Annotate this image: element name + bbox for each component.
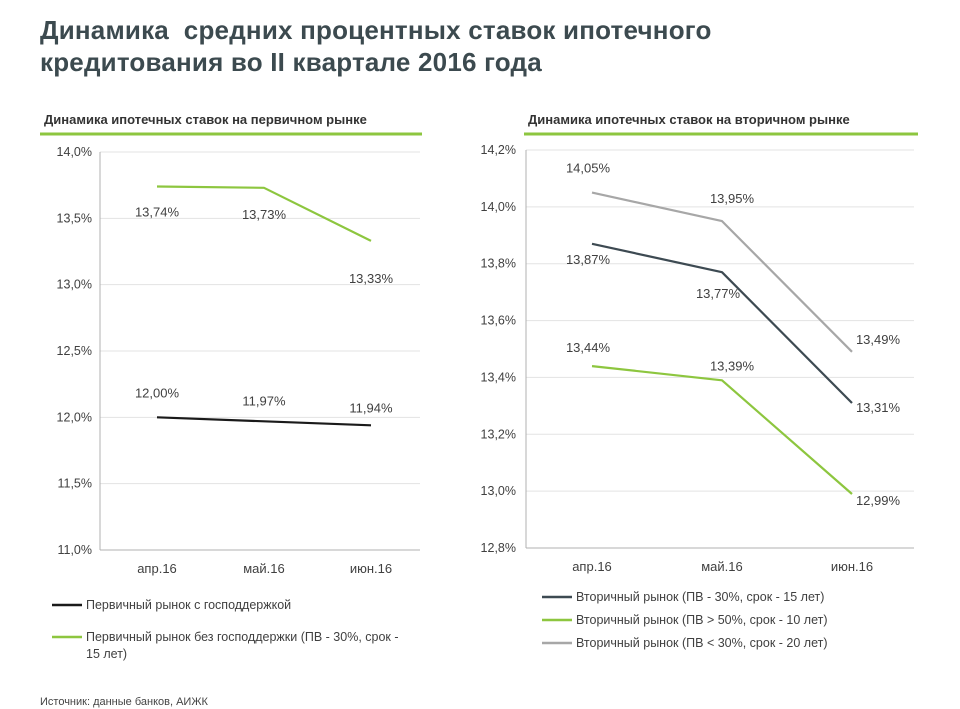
legend-label: Вторичный рынок (ПВ < 30%, срок - 20 лет… xyxy=(576,636,828,650)
legend-label: Вторичный рынок (ПВ - 30%, срок - 15 лет… xyxy=(576,590,824,604)
page-title: Динамика средних процентных ставок ипоте… xyxy=(40,14,940,78)
y-tick-label: 13,0% xyxy=(57,278,92,292)
y-tick-label: 14,2% xyxy=(481,143,516,157)
data-label: 13,44% xyxy=(566,340,611,355)
data-label: 13,33% xyxy=(349,271,394,286)
data-label: 13,39% xyxy=(710,358,755,373)
series-line-3 xyxy=(591,191,853,353)
y-tick-label: 14,0% xyxy=(481,200,516,214)
x-tick-label: июн.16 xyxy=(831,559,873,574)
legend-label: Первичный рынок без господдержки (ПВ - 3… xyxy=(86,630,399,644)
source-note: Источник: данные банков, АИЖК xyxy=(40,696,208,708)
data-label: 13,87% xyxy=(566,252,611,267)
data-label: 11,94% xyxy=(349,400,393,415)
x-tick-label: апр.16 xyxy=(572,559,612,574)
y-tick-label: 12,5% xyxy=(57,344,92,358)
chart-2: Динамика ипотечных ставок на вторичном р… xyxy=(481,112,918,650)
x-tick-label: апр.16 xyxy=(137,561,177,576)
y-tick-label: 11,0% xyxy=(57,543,92,557)
data-label: 13,74% xyxy=(135,204,180,219)
legend: Первичный рынок с господдержкой Первичный… xyxy=(52,598,399,661)
data-label: 13,31% xyxy=(856,400,901,415)
x-tick-label: июн.16 xyxy=(350,561,392,576)
data-label: 13,49% xyxy=(856,332,901,347)
data-label: 13,73% xyxy=(242,207,287,222)
data-label: 12,99% xyxy=(856,493,901,508)
data-label: 11,97% xyxy=(242,393,286,408)
y-tick-label: 14,0% xyxy=(57,145,92,159)
y-tick-label: 12,8% xyxy=(481,541,516,555)
data-label: 14,05% xyxy=(566,161,611,176)
x-tick-label: май.16 xyxy=(701,559,743,574)
legend-label: 15 лет) xyxy=(86,647,127,661)
y-tick-label: 13,6% xyxy=(481,314,516,328)
series-line-1 xyxy=(591,242,853,404)
legend-label: Первичный рынок с господдержкой xyxy=(86,598,291,612)
page-title-line-1: Динамика средних процентных ставок ипоте… xyxy=(40,15,712,45)
y-tick-label: 11,5% xyxy=(57,477,92,491)
y-tick-label: 13,0% xyxy=(481,484,516,498)
y-tick-label: 13,2% xyxy=(481,427,516,441)
legend-label: Вторичный рынок (ПВ > 50%, срок - 10 лет… xyxy=(576,613,828,627)
x-tick-label: май.16 xyxy=(243,561,285,576)
chart-1: Динамика ипотечных ставок на первичном р… xyxy=(40,112,422,661)
data-label: 12,00% xyxy=(135,385,180,400)
legend: Вторичный рынок (ПВ - 30%, срок - 15 лет… xyxy=(542,590,828,650)
chart-title: Динамика ипотечных ставок на вторичном р… xyxy=(528,112,850,127)
y-tick-label: 13,5% xyxy=(57,211,92,225)
y-tick-label: 13,8% xyxy=(481,257,516,271)
chart-title: Динамика ипотечных ставок на первичном р… xyxy=(44,112,367,127)
y-tick-label: 13,4% xyxy=(481,370,516,384)
series-line-2 xyxy=(591,365,853,495)
series-line-1 xyxy=(156,416,372,427)
y-tick-label: 12,0% xyxy=(57,410,92,424)
series-line-2 xyxy=(156,185,372,242)
data-label: 13,95% xyxy=(710,191,755,206)
data-label: 13,77% xyxy=(696,286,741,301)
page-title-line-2: кредитования во II квартале 2016 года xyxy=(40,47,542,77)
